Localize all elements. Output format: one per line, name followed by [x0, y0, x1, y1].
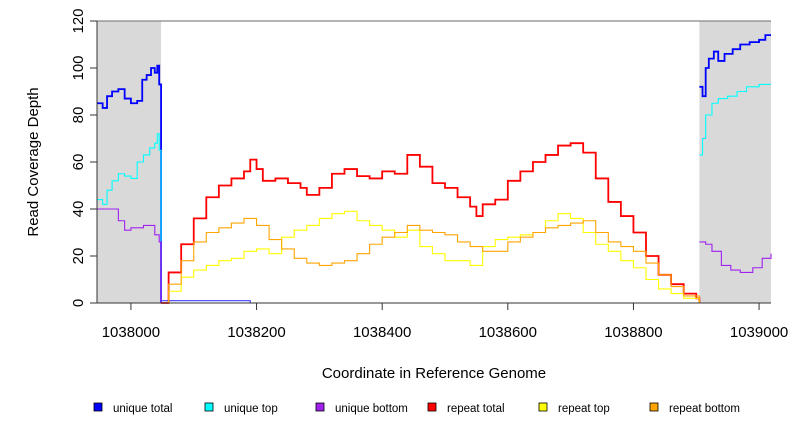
legend-label: unique total [113, 403, 172, 415]
legend-item-repeat-top: repeat top [538, 402, 610, 415]
x-tick-label: 1039000 [730, 324, 788, 341]
legend-item-unique-top: unique top [204, 402, 278, 415]
x-tick-label: 1038800 [604, 324, 662, 341]
legend-swatch [204, 402, 214, 412]
series-line-repeat-total-0 [161, 142, 701, 304]
legend-item-repeat-total: repeat total [427, 402, 505, 415]
series-line-unique-top-1 [699, 83, 771, 156]
legend-swatch [93, 402, 103, 412]
series-line-repeat-top-0 [161, 210, 700, 304]
legend-label: repeat total [447, 403, 505, 415]
shaded-region-0 [97, 21, 162, 303]
x-tick-label: 1038600 [479, 324, 537, 341]
legend-item-repeat-bottom: repeat bottom [649, 402, 740, 415]
x-tick-label: 1038400 [353, 324, 411, 341]
legend-label: unique bottom [335, 403, 408, 415]
shaded-region-1 [699, 21, 771, 303]
y-tick-label: 0 [70, 299, 87, 307]
y-tick-label: 60 [70, 154, 87, 171]
y-tick-label: 120 [70, 8, 87, 33]
x-axis-label: Coordinate in Reference Genome [322, 365, 546, 382]
y-tick-label: 100 [70, 55, 87, 80]
shaded-regions [97, 20, 771, 303]
series-line-unique-top-0 [97, 133, 162, 303]
legend-label: unique top [224, 403, 278, 415]
legend-swatch [427, 402, 437, 412]
y-tick-label: 40 [70, 201, 87, 218]
legend-swatch [315, 402, 325, 412]
legend-item-unique-bottom: unique bottom [315, 402, 408, 415]
legend-label: repeat bottom [669, 403, 740, 415]
x-tick-label: 1038200 [227, 324, 285, 341]
y-tick-label: 80 [70, 107, 87, 124]
series-line-unique-bottom-0 [97, 208, 162, 303]
legend-label: repeat top [558, 403, 610, 415]
legend-swatch [538, 402, 548, 412]
series-line-unique-bottom-1 [699, 241, 772, 273]
axes: 0 20 40 60 80 100 120 1038000 1038200 1038400 1038… [70, 8, 788, 341]
legend-swatch [649, 402, 659, 412]
x-tick-label: 1038000 [102, 324, 160, 341]
series-line-unique-total-1 [699, 34, 771, 98]
y-tick-label: 20 [70, 248, 87, 265]
series-lines [97, 34, 772, 304]
legend-item-unique-total: unique total [93, 402, 172, 415]
series-line-repeat-bottom-0 [161, 217, 700, 304]
series-line-unique-total-0 [97, 64, 162, 303]
y-axis-label: Read Coverage Depth [25, 87, 42, 236]
legend: unique total unique top unique bottom repea… [93, 402, 740, 415]
